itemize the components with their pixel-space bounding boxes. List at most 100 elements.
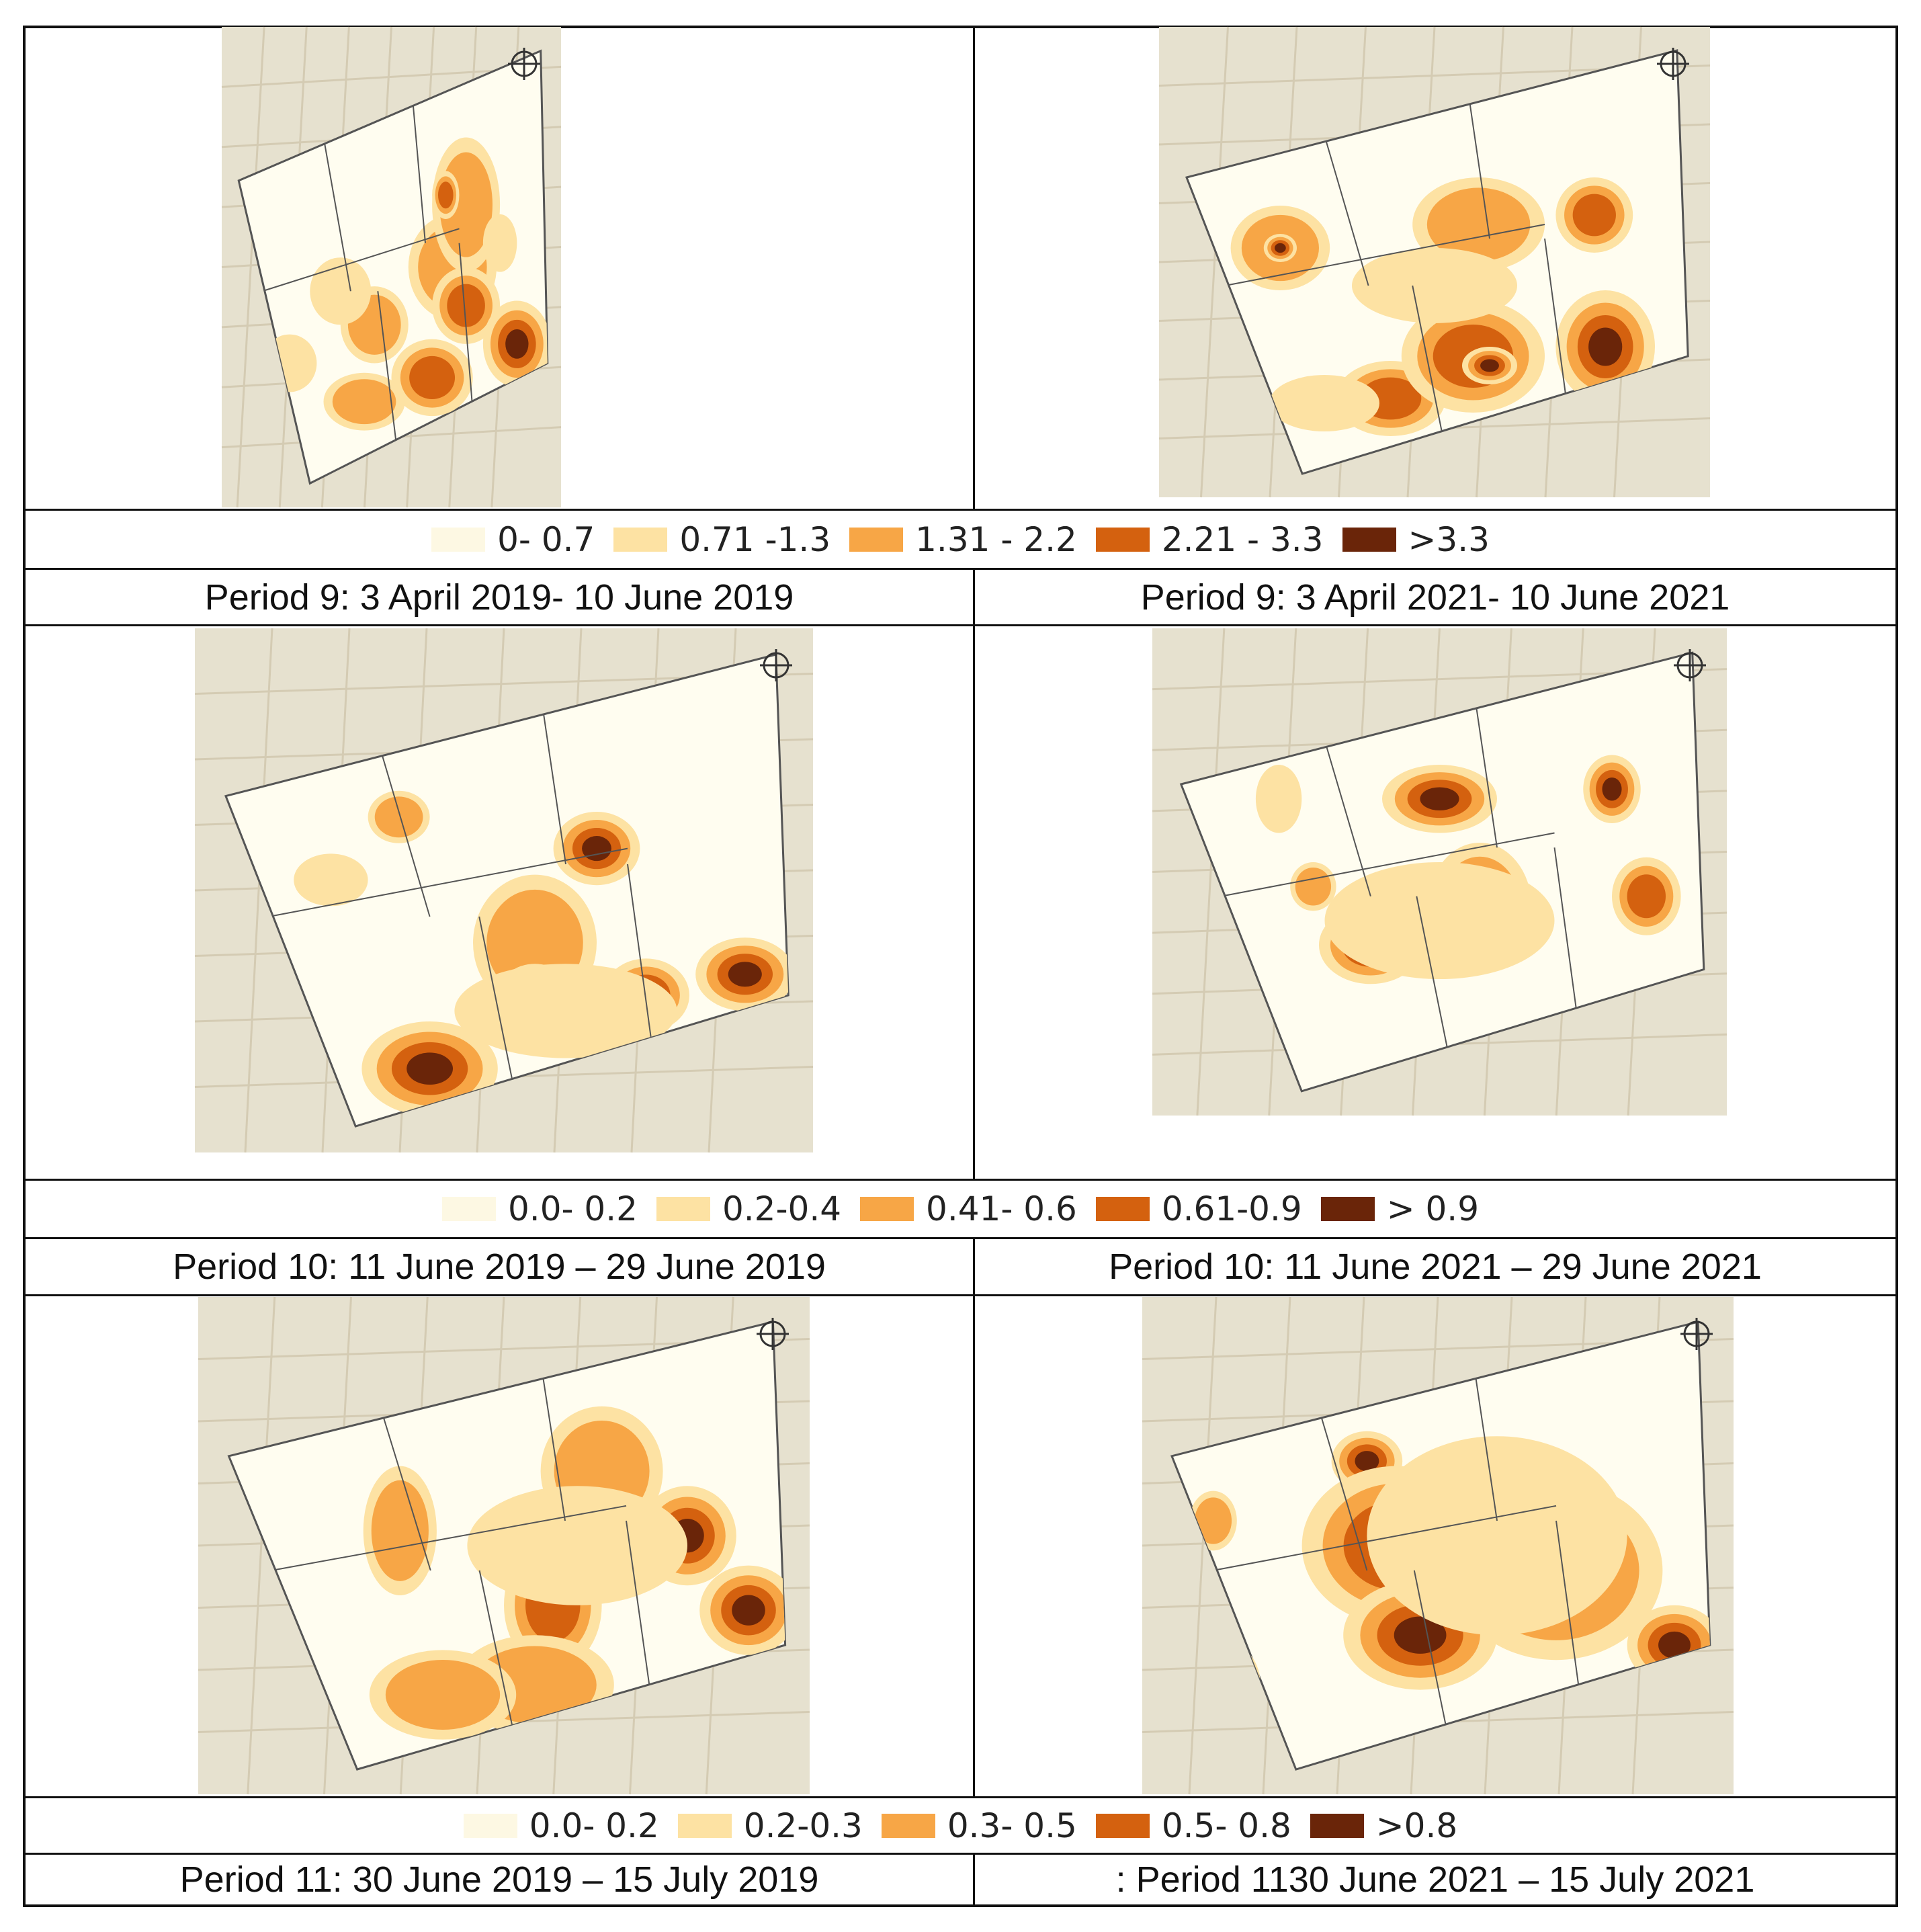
legend-label: 0.71 -1.3 — [679, 519, 831, 559]
row-divider — [23, 1179, 1898, 1181]
basemap-road — [244, 628, 273, 1153]
district-boundary — [381, 1411, 431, 1571]
legend-item: 0.3- 0.5 — [881, 1806, 1077, 1845]
district-boundary — [478, 916, 517, 1101]
district-boundary — [377, 291, 399, 460]
legend-swatch-class3 — [849, 527, 904, 552]
district-boundary — [540, 696, 566, 865]
hotspot-contour — [1295, 867, 1332, 906]
district-boundary — [458, 243, 474, 412]
district-boundary — [271, 1505, 627, 1571]
legend-swatch-class2 — [656, 1197, 710, 1221]
hotspot-contour — [1394, 1616, 1447, 1654]
legend-item: 0.0- 0.2 — [463, 1806, 659, 1845]
district-boundary — [1416, 896, 1452, 1067]
legend-label: 0.2-0.3 — [743, 1806, 863, 1845]
legend-swatch-class3 — [881, 1813, 935, 1838]
hotspot-contour — [407, 1052, 454, 1085]
legend-item: 0.2-0.4 — [656, 1189, 841, 1228]
heatmap-panel — [1158, 26, 1711, 498]
legend-item: >0.8 — [1310, 1806, 1457, 1845]
hotspot-contour — [409, 355, 456, 399]
hotspot-contour — [1420, 787, 1459, 811]
hotspot-contour — [1269, 375, 1379, 431]
hotspot-contour — [1572, 194, 1616, 237]
hotspot-contour — [505, 329, 529, 359]
heatmap-panel — [198, 1296, 810, 1795]
row-divider — [23, 568, 1898, 570]
legend-label: >0.8 — [1375, 1806, 1458, 1845]
hotspot-contour — [467, 1486, 687, 1605]
caption-period-11-2019: Period 11: 30 June 2019 – 15 July 2019 — [179, 1859, 819, 1900]
legend-item: 2.21 - 3.3 — [1095, 519, 1324, 559]
district-boundary — [1555, 1520, 1581, 1695]
hotspot-contour — [582, 836, 611, 862]
column-divider — [973, 26, 975, 509]
legend-swatch-class5 — [1310, 1813, 1364, 1838]
district-boundary — [1413, 1570, 1451, 1745]
legend-item: >3.3 — [1342, 520, 1490, 559]
row-divider — [23, 1853, 1898, 1855]
hotspot-contour — [1658, 1631, 1691, 1659]
district-boundary — [323, 137, 351, 292]
hotspot-contour — [1426, 187, 1531, 261]
legend-label: 0.0- 0.2 — [507, 1189, 638, 1228]
caption-period-10-2019: Period 10: 11 June 2019 – 29 June 2019 — [173, 1247, 826, 1287]
district-boundary — [1324, 134, 1369, 286]
column-divider — [973, 1237, 975, 1797]
caption-period-10-2021: Period 10: 11 June 2021 – 29 June 2021 — [1109, 1247, 1762, 1287]
hotspot-layer — [363, 1406, 785, 1740]
caption-period-9-2021: Period 9: 3 April 2021- 10 June 2021 — [1140, 577, 1730, 618]
district-boundary — [626, 1520, 652, 1695]
legend-period-11: 0.0- 0.2 0.2-0.3 0.3- 0.5 0.5- 0.8 >0.8 — [0, 1798, 1921, 1853]
row-divider — [23, 509, 1898, 511]
district-boundary — [1553, 847, 1578, 1019]
row-divider — [23, 1796, 1898, 1798]
hotspot-contour — [1367, 1436, 1627, 1636]
district-boundary — [1225, 224, 1545, 286]
district-boundary — [540, 1361, 566, 1521]
legend-label: 0.3- 0.5 — [947, 1806, 1077, 1845]
legend-label: 0.2-0.4 — [722, 1189, 842, 1228]
district-boundary — [1221, 832, 1555, 897]
district-boundary — [1319, 1411, 1368, 1571]
legend-label: 0.0- 0.2 — [529, 1806, 659, 1845]
hotspot-contour — [1324, 862, 1555, 979]
legend-swatch-class1 — [441, 1197, 496, 1221]
column-divider — [973, 1853, 975, 1906]
hotspot-contour — [1195, 1497, 1232, 1544]
legend-item: 0.41- 0.6 — [860, 1189, 1077, 1228]
legend-item: > 0.9 — [1320, 1189, 1480, 1228]
district-boundary — [1324, 740, 1371, 897]
legend-item: 0.61-0.9 — [1095, 1189, 1302, 1228]
caption-period-9-2019: Period 9: 3 April 2019- 10 June 2019 — [204, 577, 794, 618]
legend-swatch-class5 — [1342, 527, 1396, 552]
legend-label: 0.61-0.9 — [1161, 1189, 1302, 1228]
hotspot-contour — [1355, 1451, 1379, 1472]
legend-swatch-class3 — [860, 1197, 914, 1221]
legend-swatch-class2 — [677, 1813, 732, 1838]
legend-label: > 0.9 — [1386, 1189, 1480, 1228]
legend-period-10: 0.0- 0.2 0.2-0.4 0.41- 0.6 0.61-0.9 > 0.… — [0, 1181, 1921, 1237]
legend-item: 0.2-0.3 — [677, 1806, 863, 1845]
hotspot-layer — [1255, 755, 1681, 984]
legend-label: 1.31 - 2.2 — [915, 519, 1077, 559]
legend-label: 2.21 - 3.3 — [1161, 519, 1324, 559]
hotspot-layer — [294, 790, 789, 1116]
heatmap-panel — [1152, 628, 1727, 1116]
hotspot-contour — [310, 257, 372, 325]
legend-swatch-class4 — [1095, 1197, 1150, 1221]
table-border-bottom — [23, 1904, 1898, 1907]
district-boundary — [1472, 1361, 1498, 1521]
legend-item: 1.31 - 2.2 — [849, 520, 1077, 559]
hotspot-contour — [1602, 777, 1622, 801]
hotspot-contour — [1627, 874, 1666, 919]
north-arrow-icon — [508, 48, 540, 80]
legend-swatch-class4 — [1095, 527, 1150, 552]
table-border-right — [1895, 26, 1898, 1907]
district-boundary — [1467, 87, 1490, 239]
hotspot-contour — [294, 853, 368, 907]
district-boundary — [1544, 238, 1568, 404]
basemap-road — [247, 1296, 276, 1795]
